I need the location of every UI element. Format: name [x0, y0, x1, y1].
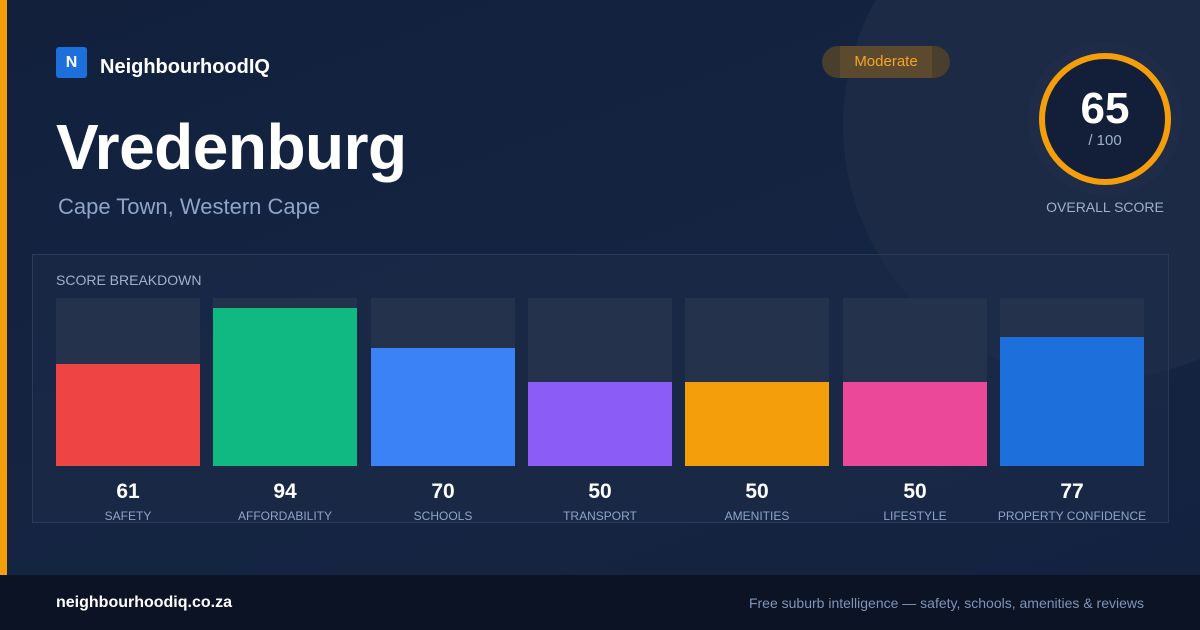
- score-bar-label: SAFETY: [104, 509, 152, 523]
- footer: [0, 575, 1200, 630]
- score-bar-fill: [56, 364, 200, 466]
- score-bar-affordability: 94 AFFORDABILITY: [213, 298, 357, 528]
- overall-score-label: OVERALL SCORE: [1046, 199, 1164, 215]
- score-bar-schools: 70 SCHOOLS: [371, 298, 515, 528]
- score-bar-track: [213, 298, 357, 466]
- score-bar-track: [371, 298, 515, 466]
- score-bar-value: 50: [745, 480, 769, 503]
- score-bar-value: 94: [273, 480, 297, 503]
- score-bar-lifestyle: 50 LIFESTYLE: [843, 298, 987, 528]
- score-bar-amenities: 50 AMENITIES: [685, 298, 829, 528]
- score-bar-property-confidence: 77 PROPERTY CONFIDENCE: [998, 298, 1146, 528]
- suburb-title: Vredenburg: [56, 111, 407, 183]
- score-bar-value: 61: [116, 480, 140, 503]
- footer-domain-link[interactable]: neighbourhoodiq.co.za: [56, 594, 232, 611]
- score-bar-label: SCHOOLS: [413, 509, 473, 523]
- score-bar-label: PROPERTY CONFIDENCE: [997, 509, 1147, 523]
- overall-score-ring: [1028, 42, 1182, 196]
- score-bar-track: [56, 298, 200, 466]
- score-bar-label: TRANSPORT: [563, 509, 637, 523]
- score-bar-value: 50: [903, 480, 927, 503]
- score-bars: 61 SAFETY 94 AFFORDABILITY 70 SCHOOLS 50 TRANSP…: [56, 298, 1146, 528]
- score-ring-progress: [1039, 53, 1171, 185]
- score-bar-track: [685, 298, 829, 466]
- score-bar-fill: [1000, 337, 1144, 466]
- score-bar-transport: 50 TRANSPORT: [528, 298, 672, 528]
- brand-logo-icon: N: [56, 47, 87, 78]
- accent-bar: [0, 0, 7, 575]
- score-bar-track: [528, 298, 672, 466]
- footer-tagline: Free suburb intelligence — safety, schoo…: [748, 595, 1144, 611]
- score-bar-value: 77: [1060, 480, 1084, 503]
- score-breakdown-title: SCORE BREAKDOWN: [56, 272, 202, 288]
- score-bar-safety: 61 SAFETY: [56, 298, 200, 528]
- score-ring-inner: [1041, 55, 1169, 183]
- score-bar-fill: [213, 308, 357, 466]
- score-bar-track: [843, 298, 987, 466]
- overall-score-value: 65: [1080, 84, 1130, 133]
- score-bar-fill: [528, 382, 672, 466]
- score-bar-track: [1000, 298, 1144, 466]
- brand[interactable]: N NeighbourhoodIQ: [56, 46, 270, 79]
- score-bar-label: AFFORDABILITY: [237, 509, 332, 523]
- score-bar-label: AMENITIES: [724, 509, 790, 523]
- overall-score-max: / 100: [1088, 132, 1122, 149]
- rating-badge-label: Moderate: [840, 46, 932, 78]
- brand-name: NeighbourhoodIQ: [100, 56, 270, 78]
- suburb-location: Cape Town, Western Cape: [58, 194, 321, 219]
- score-bar-label: LIFESTYLE: [883, 509, 947, 523]
- score-bar-value: 50: [588, 480, 612, 503]
- score-bar-fill: [685, 382, 829, 466]
- score-bar-value: 70: [431, 480, 455, 503]
- score-bar-fill: [371, 348, 515, 466]
- rating-badge: Moderate: [822, 46, 950, 78]
- score-bar-fill: [843, 382, 987, 466]
